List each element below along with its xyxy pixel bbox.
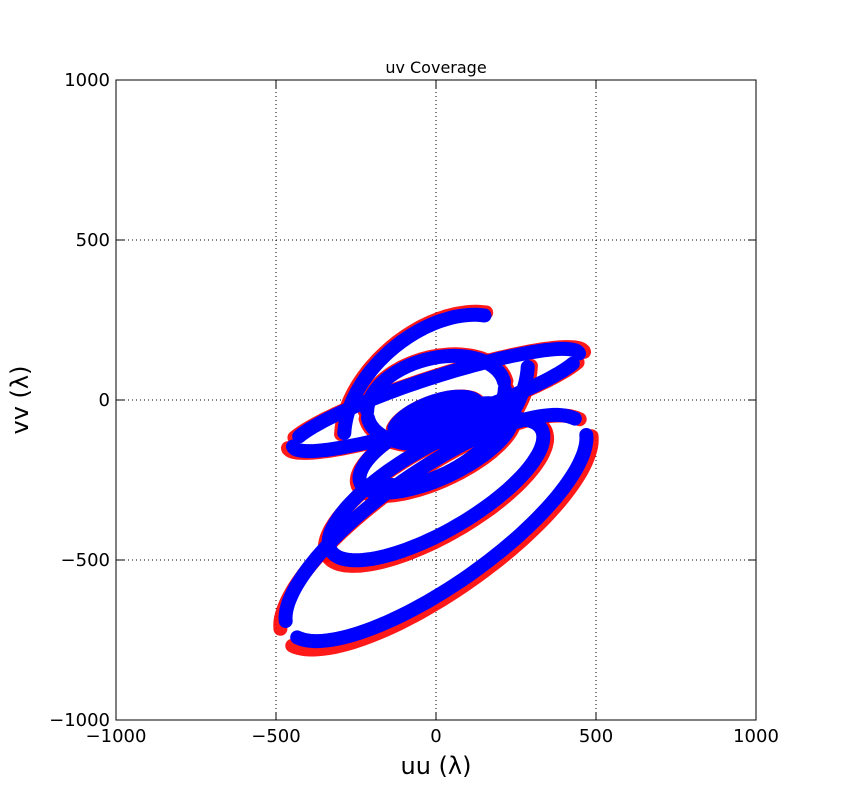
uv-track-high-frequency bbox=[292, 341, 586, 444]
x-tick-label: 0 bbox=[430, 726, 441, 747]
uv-track-high-frequency bbox=[360, 348, 511, 418]
uv-track-high-frequency bbox=[361, 382, 512, 452]
x-axis-label: uu (λ) bbox=[401, 752, 472, 780]
chart-title: uv Coverage bbox=[385, 58, 486, 77]
y-axis-label: vv (λ) bbox=[6, 366, 34, 435]
uv-track-high-frequency bbox=[323, 421, 551, 568]
x-tick-label: 1000 bbox=[733, 726, 779, 747]
x-tick-label: −1000 bbox=[86, 726, 147, 747]
ticks: −1000 −500 0 500 1000 −1000 −500 0 500 1000 bbox=[49, 70, 779, 747]
uv-track-high-frequency bbox=[286, 356, 580, 459]
uv-track-high-frequency bbox=[337, 307, 492, 440]
x-tick-label: −500 bbox=[251, 726, 300, 747]
uv-track-high-frequency bbox=[387, 389, 486, 435]
uv-track-high-frequency bbox=[290, 428, 594, 649]
y-tick-label: −500 bbox=[61, 550, 110, 571]
uv-tracks bbox=[273, 304, 599, 657]
y-tick-label: −1000 bbox=[49, 710, 110, 731]
x-tick-label: 500 bbox=[579, 726, 613, 747]
uv-track-high-frequency bbox=[380, 360, 535, 493]
y-tick-label: 500 bbox=[76, 230, 110, 251]
y-tick-label: 0 bbox=[99, 390, 110, 411]
y-tick-label: 1000 bbox=[64, 70, 110, 91]
